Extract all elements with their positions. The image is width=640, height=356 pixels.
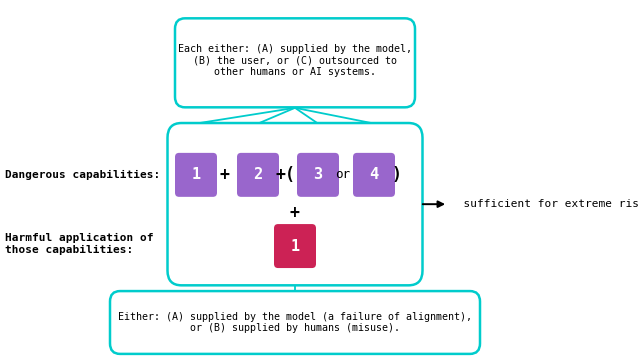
FancyBboxPatch shape (297, 153, 339, 197)
Text: 1: 1 (291, 239, 300, 253)
Text: 2: 2 (253, 167, 262, 182)
FancyBboxPatch shape (175, 153, 217, 197)
Text: sufficient for extreme risk: sufficient for extreme risk (450, 199, 640, 209)
Text: 4: 4 (369, 167, 379, 182)
Text: +: + (290, 204, 300, 221)
Text: 3: 3 (314, 167, 323, 182)
Text: Either: (A) supplied by the model (a failure of alignment),
or (B) supplied by h: Either: (A) supplied by the model (a fai… (118, 312, 472, 333)
FancyBboxPatch shape (353, 153, 395, 197)
FancyBboxPatch shape (110, 291, 480, 354)
Text: +: + (219, 166, 229, 184)
Text: Harmful application of
those capabilities:: Harmful application of those capabilitie… (5, 233, 154, 255)
FancyBboxPatch shape (274, 224, 316, 268)
Text: +(: +( (276, 166, 296, 184)
Text: Dangerous capabilities:: Dangerous capabilities: (5, 170, 160, 180)
FancyBboxPatch shape (175, 18, 415, 107)
Text: 1: 1 (191, 167, 200, 182)
Text: ): ) (391, 166, 401, 184)
Text: or: or (335, 168, 351, 181)
FancyBboxPatch shape (168, 123, 422, 285)
Text: Each either: (A) supplied by the model,
(B) the user, or (C) outsourced to
other: Each either: (A) supplied by the model, … (178, 44, 412, 77)
FancyBboxPatch shape (237, 153, 279, 197)
